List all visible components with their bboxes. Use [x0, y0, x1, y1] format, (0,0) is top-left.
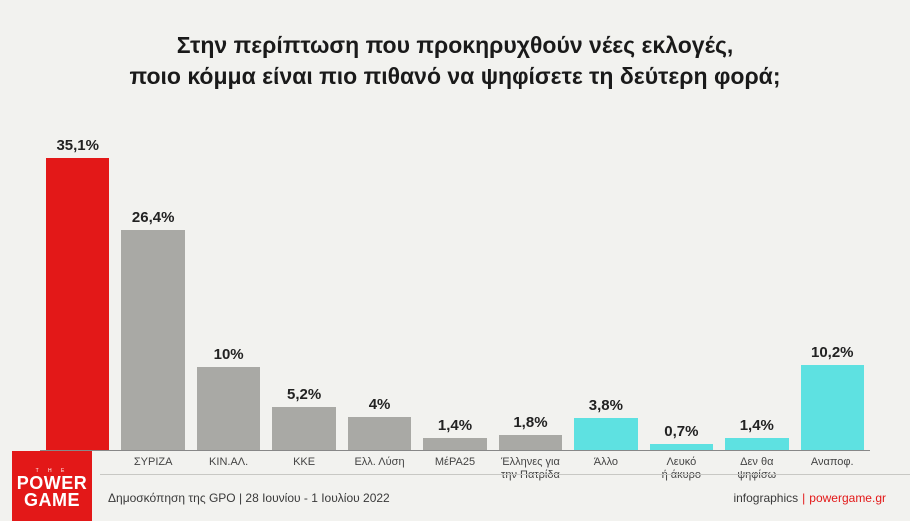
bar-1: 26,4%ΣΥΡΙΖΑ	[121, 110, 184, 450]
bar-7: 3,8%Άλλο	[574, 110, 637, 450]
bar-value-label: 10,2%	[811, 344, 854, 361]
bar-value-label: 5,2%	[287, 386, 321, 403]
footer-infographics-label: infographics	[733, 491, 798, 505]
bar-value-label: 1,4%	[438, 417, 472, 434]
footer-source: Δημοσκόπηση της GPO | 28 Ιουνίου - 1 Ιου…	[108, 491, 390, 505]
bar-rect	[121, 230, 184, 450]
bar-rect	[801, 365, 864, 450]
footer-attribution: infographics | powergame.gr	[733, 491, 886, 505]
bar-0: 35,1%Ν.Δ.	[46, 110, 109, 450]
logo-line2: GAME	[24, 492, 80, 509]
bar-value-label: 10%	[214, 346, 244, 363]
bar-rect	[423, 438, 486, 450]
bar-category-label: ΣΥΡΙΖΑ	[118, 456, 188, 469]
bar-9: 1,4%Δεν θα ψηφίσω	[725, 110, 788, 450]
bar-rect	[348, 417, 411, 450]
bar-rect	[650, 444, 713, 450]
chart-title: Στην περίπτωση που προκηρυχθούν νέες εκλ…	[0, 0, 910, 102]
powergame-logo: T H E POWER GAME	[12, 451, 92, 521]
bar-chart: 35,1%Ν.Δ.26,4%ΣΥΡΙΖΑ10%ΚΙΝ.ΑΛ.5,2%ΚΚΕ4%Ε…	[40, 110, 870, 451]
bar-value-label: 4%	[369, 396, 391, 413]
footer-site: powergame.gr	[809, 491, 886, 505]
bar-value-label: 1,4%	[740, 417, 774, 434]
bar-rect	[574, 418, 637, 450]
bar-value-label: 0,7%	[664, 423, 698, 440]
bar-value-label: 1,8%	[513, 414, 547, 431]
bar-category-label: ΚΙΝ.ΑΛ.	[194, 456, 264, 469]
bar-rect	[725, 438, 788, 450]
bar-rect	[197, 367, 260, 450]
bar-rect	[272, 407, 335, 450]
bar-value-label: 26,4%	[132, 209, 175, 226]
bar-rect	[46, 158, 109, 450]
bar-category-label: ΜέΡΑ25	[420, 456, 490, 469]
bar-10: 10,2%Αναποφ.	[801, 110, 864, 450]
bar-4: 4%Ελλ. Λύση	[348, 110, 411, 450]
footer-separator: |	[802, 491, 805, 505]
bar-2: 10%ΚΙΝ.ΑΛ.	[197, 110, 260, 450]
title-line-1: Στην περίπτωση που προκηρυχθούν νέες εκλ…	[177, 32, 734, 58]
bar-3: 5,2%ΚΚΕ	[272, 110, 335, 450]
bar-category-label: Άλλο	[571, 456, 641, 469]
bar-category-label: Αναποφ.	[797, 456, 867, 469]
bar-category-label: ΚΚΕ	[269, 456, 339, 469]
bar-value-label: 35,1%	[56, 137, 99, 154]
bar-6: 1,8%Έλληνες για την Πατρίδα	[499, 110, 562, 450]
title-line-2: ποιο κόμμα είναι πιο πιθανό να ψηφίσετε …	[130, 63, 781, 89]
bar-category-label: Ελλ. Λύση	[345, 456, 415, 469]
footer: T H E POWER GAME Δημοσκόπηση της GPO | 2…	[0, 473, 910, 521]
bar-5: 1,4%ΜέΡΑ25	[423, 110, 486, 450]
bar-8: 0,7%Λευκό ή άκυρο	[650, 110, 713, 450]
bar-rect	[499, 435, 562, 450]
bar-value-label: 3,8%	[589, 397, 623, 414]
